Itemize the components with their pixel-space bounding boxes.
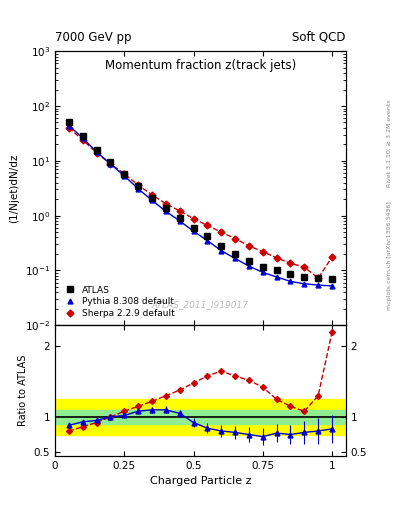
ATLAS (66, 119, 71, 125)
ATLAS (288, 271, 293, 278)
Sherpa 2.2.9 default (330, 254, 334, 260)
Pythia 8.308 default (122, 173, 127, 179)
Sherpa 2.2.9 default (177, 208, 182, 214)
ATLAS (302, 274, 307, 281)
Sherpa 2.2.9 default (66, 125, 71, 131)
Sherpa 2.2.9 default (163, 201, 168, 207)
ATLAS (316, 275, 321, 281)
Pythia 8.308 default (150, 197, 154, 203)
Sherpa 2.2.9 default (108, 161, 113, 167)
Pythia 8.308 default (163, 208, 168, 215)
Text: Rivet 3.1.10, ≥ 3.2M events: Rivet 3.1.10, ≥ 3.2M events (387, 99, 392, 187)
Text: Soft QCD: Soft QCD (292, 31, 346, 44)
ATLAS (136, 183, 140, 189)
Line: Sherpa 2.2.9 default: Sherpa 2.2.9 default (66, 125, 334, 281)
Sherpa 2.2.9 default (288, 260, 293, 266)
Pythia 8.308 default (191, 228, 196, 234)
Sherpa 2.2.9 default (316, 275, 321, 281)
ATLAS (163, 205, 168, 211)
Pythia 8.308 default (274, 274, 279, 280)
Legend: ATLAS, Pythia 8.308 default, Sherpa 2.2.9 default: ATLAS, Pythia 8.308 default, Sherpa 2.2.… (59, 283, 178, 321)
Pythia 8.308 default (246, 263, 251, 269)
Pythia 8.308 default (66, 122, 71, 129)
ATLAS (191, 225, 196, 231)
Pythia 8.308 default (330, 283, 334, 289)
Pythia 8.308 default (261, 269, 265, 275)
ATLAS (108, 159, 113, 165)
Line: ATLAS: ATLAS (66, 119, 335, 282)
Sherpa 2.2.9 default (233, 236, 237, 242)
ATLAS (150, 195, 154, 201)
Pythia 8.308 default (316, 282, 321, 288)
Line: Pythia 8.308 default: Pythia 8.308 default (66, 123, 334, 288)
ATLAS (233, 251, 237, 257)
Y-axis label: (1/Njet)dN/dz: (1/Njet)dN/dz (9, 154, 19, 223)
ATLAS (246, 258, 251, 264)
Text: 7000 GeV pp: 7000 GeV pp (55, 31, 132, 44)
Pythia 8.308 default (205, 238, 210, 244)
Sherpa 2.2.9 default (94, 150, 99, 156)
ATLAS (274, 267, 279, 273)
ATLAS (261, 264, 265, 270)
Pythia 8.308 default (108, 161, 113, 167)
ATLAS (219, 243, 224, 249)
Pythia 8.308 default (136, 186, 140, 192)
Pythia 8.308 default (80, 135, 85, 141)
Sherpa 2.2.9 default (246, 243, 251, 249)
ATLAS (94, 146, 99, 153)
Pythia 8.308 default (94, 149, 99, 155)
Pythia 8.308 default (233, 255, 237, 262)
Text: ATLAS_2011_I919017: ATLAS_2011_I919017 (152, 300, 249, 309)
ATLAS (177, 215, 182, 221)
Sherpa 2.2.9 default (219, 229, 224, 235)
Y-axis label: Ratio to ATLAS: Ratio to ATLAS (18, 355, 28, 426)
Sherpa 2.2.9 default (80, 137, 85, 143)
Sherpa 2.2.9 default (122, 170, 127, 177)
Sherpa 2.2.9 default (191, 216, 196, 222)
X-axis label: Charged Particle z: Charged Particle z (150, 476, 251, 486)
Sherpa 2.2.9 default (205, 222, 210, 228)
Sherpa 2.2.9 default (136, 182, 140, 188)
ATLAS (205, 233, 210, 239)
ATLAS (122, 170, 127, 177)
Text: mcplots.cern.ch [arXiv:1306.3436]: mcplots.cern.ch [arXiv:1306.3436] (387, 202, 392, 310)
Sherpa 2.2.9 default (274, 254, 279, 261)
Pythia 8.308 default (177, 218, 182, 224)
Sherpa 2.2.9 default (302, 264, 307, 270)
Sherpa 2.2.9 default (150, 191, 154, 198)
ATLAS (80, 133, 85, 139)
Text: Momentum fraction z(track jets): Momentum fraction z(track jets) (105, 59, 296, 72)
Pythia 8.308 default (219, 247, 224, 253)
Sherpa 2.2.9 default (261, 248, 265, 254)
Pythia 8.308 default (302, 281, 307, 287)
ATLAS (330, 276, 334, 282)
Pythia 8.308 default (288, 279, 293, 285)
